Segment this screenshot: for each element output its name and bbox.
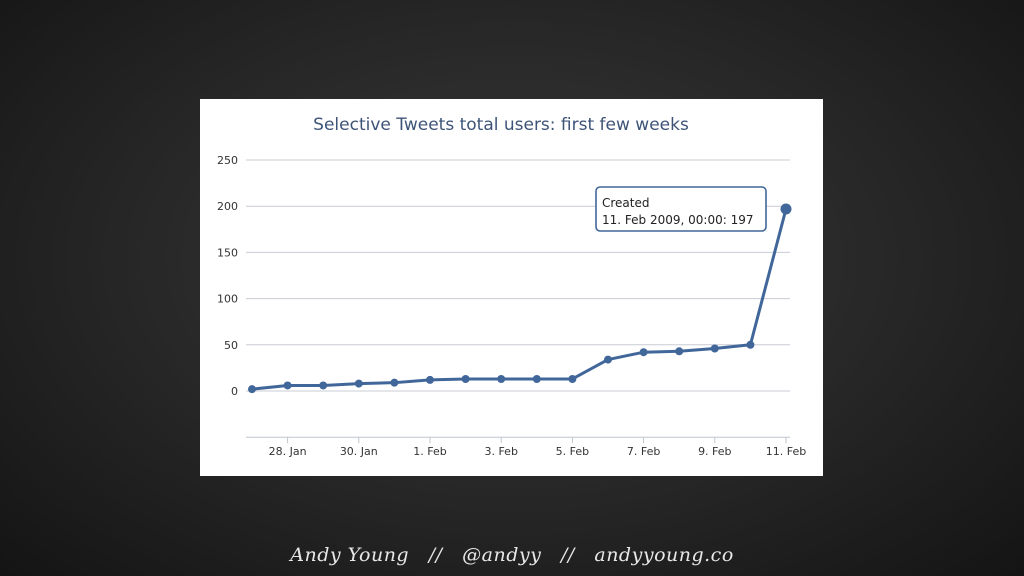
chart-title: Selective Tweets total users: first few … — [313, 115, 689, 135]
series-line — [251, 208, 788, 391]
data-point — [283, 381, 292, 390]
data-point — [780, 203, 792, 215]
data-point — [390, 378, 399, 387]
data-point — [675, 347, 684, 356]
x-tick-label: 28. Jan — [269, 445, 307, 458]
x-tick-label: 30. Jan — [340, 445, 378, 458]
tooltip-label: Created — [602, 196, 650, 210]
data-point — [639, 348, 648, 357]
x-tick-label: 7. Feb — [627, 445, 660, 458]
x-tick-label: 9. Feb — [698, 445, 731, 458]
line-chart: Selective Tweets total users: first few … — [217, 115, 806, 458]
data-point — [568, 374, 577, 383]
data-point — [532, 374, 541, 383]
data-point — [354, 379, 363, 388]
data-point — [710, 344, 719, 353]
y-tick-label: 150 — [217, 246, 238, 259]
data-point — [461, 374, 470, 383]
y-tick-label: 50 — [224, 339, 238, 352]
x-tick-label: 3. Feb — [484, 445, 517, 458]
y-tick-label: 0 — [231, 385, 238, 398]
x-tick-label: 5. Feb — [556, 445, 589, 458]
tooltip-value: 11. Feb 2009, 00:00: 197 — [602, 213, 753, 227]
y-tick-label: 250 — [217, 154, 238, 167]
data-point — [604, 355, 612, 364]
tooltip: Created 11. Feb 2009, 00:00: 197 — [595, 186, 767, 232]
y-tick-label: 100 — [217, 293, 238, 306]
data-point — [319, 381, 328, 390]
data-point — [497, 374, 506, 383]
y-tick-label: 200 — [217, 200, 238, 213]
footer-credits: Andy Young // @andyy // andyyoung.co — [290, 544, 734, 566]
chart-panel: Selective Tweets total users: first few … — [200, 99, 823, 476]
data-point — [746, 340, 755, 349]
data-point — [426, 375, 434, 384]
x-tick-label: 1. Feb — [413, 445, 446, 458]
tooltip-box — [595, 186, 767, 232]
x-tick-label: 11. Feb — [766, 445, 806, 458]
data-point — [248, 385, 256, 394]
